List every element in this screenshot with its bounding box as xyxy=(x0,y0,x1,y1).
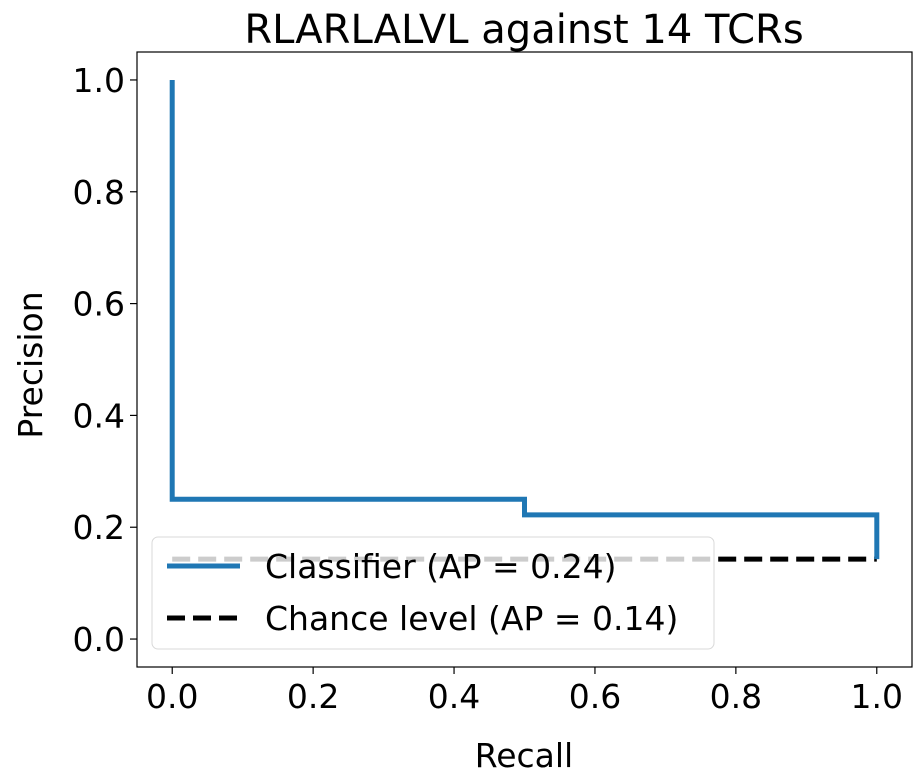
chart-title: RLARLALVL against 14 TCRs xyxy=(244,7,803,53)
x-axis-label: Recall xyxy=(475,736,573,775)
plot-area xyxy=(169,80,880,562)
legend-label-1: Chance level (AP = 0.14) xyxy=(265,599,678,638)
y-tick-label: 0.2 xyxy=(73,508,125,547)
legend-label-0: Classifier (AP = 0.24) xyxy=(265,547,616,586)
x-tick-label: 0.4 xyxy=(428,677,480,716)
axis-ticks: 0.0 0.2 0.4 0.6 0.8 1.0 0.0 0.2 0.4 0.6 0.8 1.0 xyxy=(73,61,903,716)
legend-box xyxy=(151,536,715,650)
y-tick-label: 0.4 xyxy=(73,396,125,435)
y-tick-label: 0.0 xyxy=(73,620,125,659)
x-tick-label: 0.6 xyxy=(569,677,621,716)
y-tick-label: 0.6 xyxy=(73,285,125,324)
x-tick-label: 0.2 xyxy=(287,677,339,716)
x-tick-label: 1.0 xyxy=(851,677,903,716)
y-axis-label: Precision xyxy=(11,291,50,438)
series-line-0 xyxy=(169,80,880,560)
y-tick-label: 1.0 xyxy=(73,61,125,100)
x-tick-label: 0.0 xyxy=(146,677,198,716)
x-tick-label: 0.8 xyxy=(710,677,762,716)
y-tick-label: 0.8 xyxy=(73,173,125,212)
axes-frame xyxy=(136,51,913,668)
legend: Classifier (AP = 0.24) Chance level (AP =… xyxy=(151,536,715,650)
